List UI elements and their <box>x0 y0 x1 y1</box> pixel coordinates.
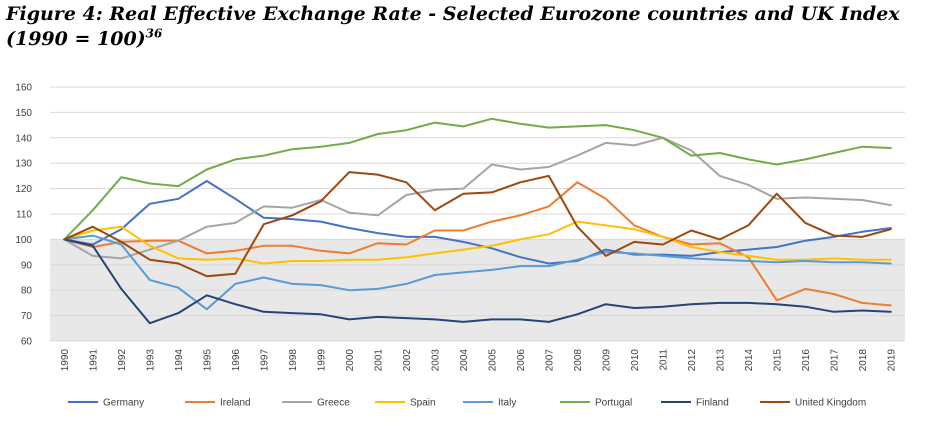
legend-label-portugal: Portugal <box>595 398 632 409</box>
y-tick-label-150: 150 <box>15 108 32 119</box>
x-tick-label-2013: 2013 <box>715 349 726 372</box>
x-tick-label-2018: 2018 <box>858 349 869 372</box>
x-axis: 1990 1991 1992 1993 1994 1995 1996 1997 1998 1999… <box>60 349 898 372</box>
x-tick-label-2002: 2002 <box>402 349 413 372</box>
y-tick-label-100: 100 <box>15 235 32 246</box>
legend-label-spain: Spain <box>410 398 436 409</box>
y-tick-label-80: 80 <box>21 286 33 297</box>
series-line-greece <box>63 136 892 260</box>
x-tick-label-1993: 1993 <box>145 349 156 372</box>
x-tick-label-1992: 1992 <box>117 349 128 372</box>
legend-label-united-kingdom: United Kingdom <box>795 398 866 409</box>
y-tick-label-120: 120 <box>15 184 32 195</box>
figure-footnote-marker: 36 <box>145 26 163 41</box>
gridlines <box>50 86 905 342</box>
x-tick-label-1999: 1999 <box>316 349 327 372</box>
series-line-spain <box>63 220 892 265</box>
x-tick-label-2015: 2015 <box>772 349 783 372</box>
x-tick-label-2005: 2005 <box>487 349 498 372</box>
x-tick-label-1997: 1997 <box>259 349 270 372</box>
series-line-portugal <box>63 117 892 241</box>
x-tick-label-2016: 2016 <box>801 349 812 372</box>
x-tick-label-2014: 2014 <box>744 349 755 372</box>
y-axis: 60 70 80 90 100 110 120 130 140 150 160 <box>15 83 32 348</box>
x-tick-label-2001: 2001 <box>373 349 384 372</box>
x-tick-label-2010: 2010 <box>630 349 641 372</box>
figure-title: Figure 4: Real Effective Exchange Rate -… <box>6 2 921 52</box>
x-tick-label-2017: 2017 <box>829 349 840 372</box>
x-tick-label-2006: 2006 <box>516 349 527 372</box>
series-line-united-kingdom <box>63 171 892 278</box>
y-tick-label-160: 160 <box>15 83 32 94</box>
x-tick-label-2019: 2019 <box>886 349 897 372</box>
x-tick-label-2011: 2011 <box>658 349 669 371</box>
x-tick-label-1995: 1995 <box>202 349 213 372</box>
x-tick-label-1996: 1996 <box>231 349 242 372</box>
x-tick-label-1991: 1991 <box>88 349 99 372</box>
series-lines <box>63 117 892 325</box>
legend-label-germany: Germany <box>103 398 144 409</box>
y-tick-label-90: 90 <box>21 260 33 271</box>
x-tick-label-2003: 2003 <box>430 349 441 372</box>
y-tick-label-110: 110 <box>16 210 32 221</box>
x-tick-label-2004: 2004 <box>459 349 470 372</box>
y-tick-label-130: 130 <box>15 159 32 170</box>
x-tick-label-2008: 2008 <box>573 349 584 372</box>
x-tick-label-1994: 1994 <box>174 349 185 372</box>
x-tick-label-2000: 2000 <box>345 349 356 372</box>
legend: Germany Ireland Greece Spain Italy Portugal Fi… <box>68 398 866 409</box>
figure-title-text: Figure 4: Real Effective Exchange Rate -… <box>6 3 900 50</box>
y-tick-label-140: 140 <box>15 133 32 144</box>
x-tick-label-1998: 1998 <box>288 349 299 372</box>
legend-label-italy: Italy <box>498 398 516 409</box>
legend-label-greece: Greece <box>317 398 350 409</box>
legend-label-ireland: Ireland <box>220 398 251 409</box>
series-line-germany <box>63 180 892 265</box>
x-tick-label-2007: 2007 <box>544 349 555 372</box>
y-tick-label-70: 70 <box>21 311 33 322</box>
x-tick-label-2009: 2009 <box>601 349 612 372</box>
x-tick-label-2012: 2012 <box>687 349 698 372</box>
x-tick-label-1990: 1990 <box>60 349 71 372</box>
series-line-italy <box>63 234 892 311</box>
series-line-finland <box>63 238 892 325</box>
y-tick-label-60: 60 <box>21 337 33 348</box>
legend-label-finland: Finland <box>696 398 729 409</box>
series-line-ireland <box>63 181 892 307</box>
